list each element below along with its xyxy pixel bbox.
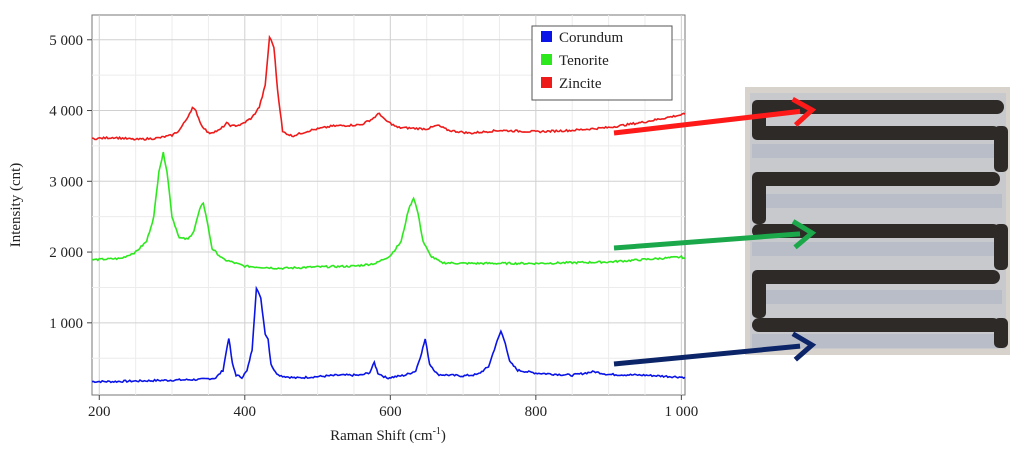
electrode-connector xyxy=(994,318,1008,348)
x-axis: 200 400 600 800 1 000 xyxy=(88,395,698,420)
y-tick-label: 3 000 xyxy=(49,174,83,190)
legend-swatch-corundum xyxy=(541,31,552,42)
arrows xyxy=(613,96,817,367)
arrow-shaft xyxy=(613,343,801,367)
substrate-band xyxy=(752,290,1002,304)
electrode-strip xyxy=(752,318,1000,332)
series-lines xyxy=(91,34,686,384)
arrow-tenorite xyxy=(613,219,817,251)
legend-box xyxy=(531,25,673,101)
electrode-strip xyxy=(752,126,1000,140)
series-line-tenorite xyxy=(91,151,686,271)
x-axis-title: Raman Shift (cm-1) xyxy=(330,426,446,444)
arrow-head xyxy=(791,219,817,250)
electrode-connector xyxy=(994,224,1008,270)
arrow-zincite xyxy=(613,96,817,136)
legend-swatch-tenorite xyxy=(541,54,552,65)
legend-label-corundum: Corundum xyxy=(559,30,624,46)
electrode-connector xyxy=(752,100,766,140)
arrow-shaft xyxy=(613,108,801,136)
y-tick-label: 4 000 xyxy=(49,104,83,120)
arrow-head xyxy=(791,96,817,127)
y-tick-label: 1 000 xyxy=(49,316,83,332)
series-line-corundum xyxy=(91,285,686,384)
legend: Corundum Tenorite Zincite xyxy=(531,25,673,101)
substrate-band xyxy=(752,242,1002,256)
arrow-head xyxy=(791,331,817,362)
electrode-connector xyxy=(994,126,1008,172)
x-tick-label: 400 xyxy=(234,404,257,420)
electrode-strip xyxy=(752,172,1000,186)
x-tick-label: 200 xyxy=(88,404,111,420)
y-tick-label: 5 000 xyxy=(49,33,83,49)
arrow-corundum xyxy=(613,331,817,367)
y-axis: 1 000 2 000 3 000 4 000 5 000 xyxy=(49,33,92,332)
sample-photo xyxy=(745,87,1010,355)
substrate-band xyxy=(752,194,1002,208)
legend-label-tenorite: Tenorite xyxy=(559,53,609,69)
electrode-connector xyxy=(752,270,766,318)
x-tick-label: 1 000 xyxy=(664,404,698,420)
arrow-shaft xyxy=(613,231,801,251)
grid xyxy=(92,15,685,395)
legend-label-zincite: Zincite xyxy=(559,76,602,92)
substrate-band xyxy=(752,144,1002,158)
electrode-strip xyxy=(752,270,1000,284)
legend-swatch-zincite xyxy=(541,77,552,88)
series-line-zincite xyxy=(91,34,686,141)
electrode-connector xyxy=(752,172,766,224)
y-axis-title: Intensity (cnt) xyxy=(8,163,24,248)
y-tick-label: 2 000 xyxy=(49,245,83,261)
x-tick-label: 600 xyxy=(379,404,402,420)
x-tick-label: 800 xyxy=(525,404,548,420)
